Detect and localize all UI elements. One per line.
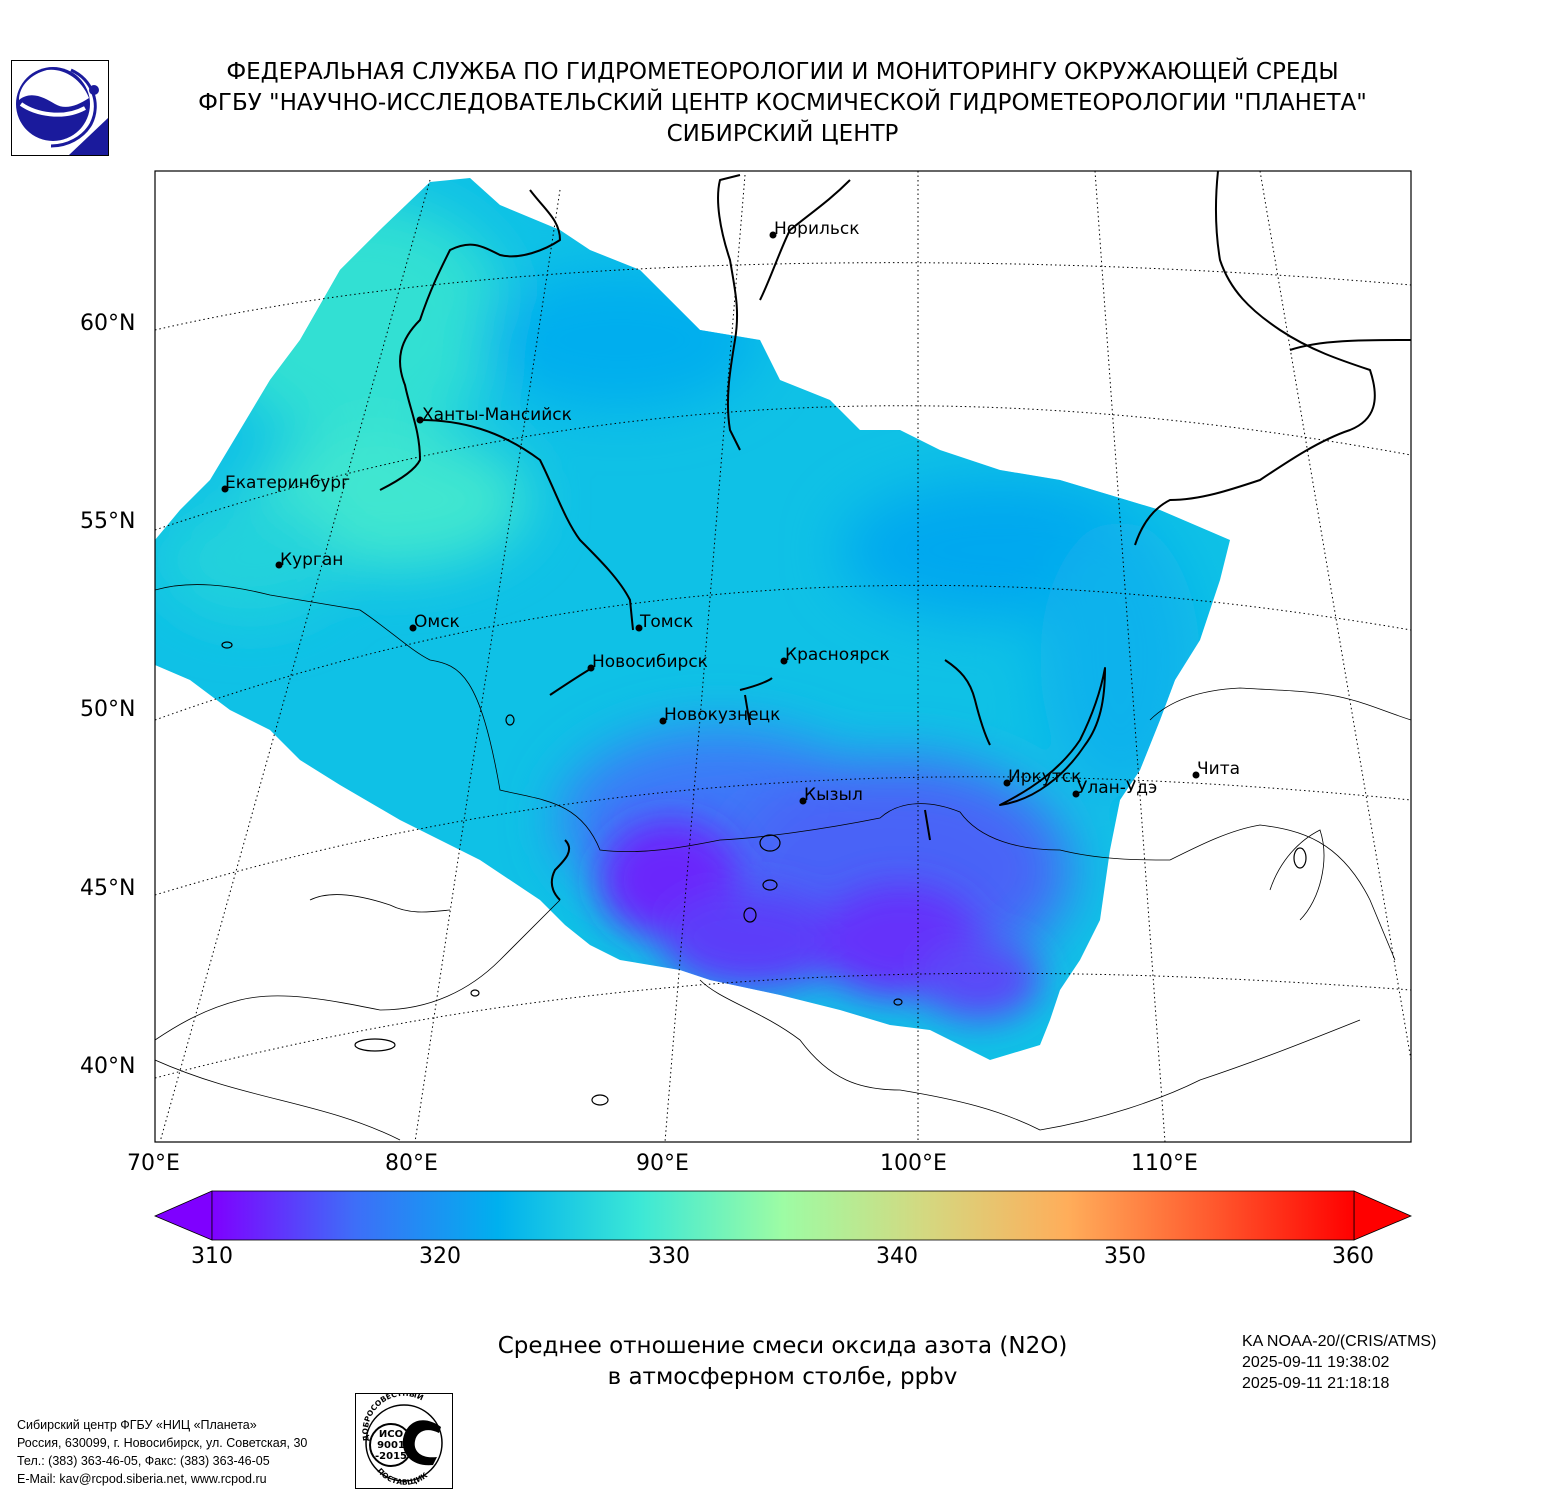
colorbar-tick-310: 310 [191,1244,233,1269]
borders [155,584,1411,1141]
header-line-3: СИБИРСКИЙ ЦЕНТР [666,121,899,147]
iso-line-1: ИСО [379,1429,403,1440]
city-markers: Норильск Ханты-Мансийск Екатеринбург Кур… [221,219,1240,805]
city-label-novokuznetsk: Новокузнецк [664,705,780,725]
city-ulan-ude: Улан-Удэ [1072,778,1157,798]
footer-phone: Тел.: (383) 363-46-05, Факс: (383) 363-4… [17,1454,270,1468]
lon-label-70: 70°E [127,1151,180,1176]
city-omsk: Омск [409,612,460,632]
satellite-time-end: 2025-09-11 21:18:18 [1242,1375,1390,1392]
city-label-kyzyl: Кызыл [804,785,863,805]
city-label-chita: Чита [1197,759,1240,779]
city-novosibirsk: Новосибирск [587,652,708,672]
lat-label-50: 50°N [80,697,136,722]
city-norilsk: Норильск [769,219,860,239]
city-irkutsk: Иркутск [1003,767,1081,787]
city-label-khanty-mansiysk: Ханты-Мансийск [422,405,572,425]
city-chita: Чита [1192,759,1240,779]
city-label-irkutsk: Иркутск [1008,767,1081,787]
city-label-krasnoyarsk: Красноярск [785,645,890,665]
lon-label-80: 80°E [385,1151,438,1176]
graticule [155,171,1411,1142]
satellite-name: KA NOAA-20/(CRIS/ATMS) [1242,1333,1437,1350]
map-title-line-1: Среднее отношение смеси оксида азота (N2… [497,1333,1068,1359]
colorbar-tick-360: 360 [1332,1244,1374,1269]
lon-label-100: 100°E [880,1151,947,1176]
colorbar-tick-330: 330 [648,1244,690,1269]
city-label-ekaterinburg: Екатеринбург [225,473,350,493]
lat-label-55: 55°N [80,509,136,534]
city-novokuznetsk: Новокузнецк [659,705,780,725]
lat-label-40: 40°N [80,1054,136,1079]
lon-label-90: 90°E [636,1151,689,1176]
lon-label-110: 110°E [1131,1151,1198,1176]
city-label-norilsk: Норильск [774,219,860,239]
map-title-line-2: в атмосферном столбе, ppbv [607,1364,958,1390]
header-line-1: ФЕДЕРАЛЬНАЯ СЛУЖБА ПО ГИДРОМЕТЕОРОЛОГИИ … [226,59,1339,85]
city-krasnoyarsk: Красноярск [780,645,890,665]
city-label-omsk: Омск [414,612,460,632]
iso-9001-badge: ДОБРОСОВЕСТНЫЙ ПОСТАВЩИК ИСО 9001 -2015 [355,1393,453,1489]
iso-line-3: -2015 [375,1451,407,1462]
city-tomsk: Томск [635,612,693,632]
colorbar-over-arrow [1353,1190,1413,1241]
plot-frame [154,170,1412,1143]
city-kurgan: Курган [275,550,343,570]
lat-label-45: 45°N [80,876,136,901]
colorbar-tick-350: 350 [1104,1244,1146,1269]
city-label-kurgan: Курган [280,550,343,570]
city-label-ulan-ude: Улан-Удэ [1077,778,1157,798]
footer-email: E-Mail: kav@rcpod.siberia.net, www.rcpod… [17,1472,267,1486]
planeta-logo-icon [11,60,109,156]
satellite-time-start: 2025-09-11 19:38:02 [1242,1354,1390,1371]
header-line-2: ФГБУ "НАУЧНО-ИССЛЕДОВАТЕЛЬСКИЙ ЦЕНТР КОС… [198,90,1367,116]
city-label-tomsk: Томск [639,612,693,632]
colorbar-under-arrow [153,1190,213,1241]
city-label-novosibirsk: Новосибирск [592,652,708,672]
lat-label-60: 60°N [80,311,136,336]
city-ekaterinburg: Екатеринбург [221,473,350,493]
colorbar-tick-320: 320 [419,1244,461,1269]
city-kyzyl: Кызыл [799,785,863,805]
footer-org: Сибирский центр ФГБУ «НИЦ «Планета» [17,1418,257,1432]
footer-address: Россия, 630099, г. Новосибирск, ул. Сове… [17,1436,308,1450]
colorbar-gradient [211,1190,1355,1241]
city-khanty-mansiysk: Ханты-Мансийск [416,405,572,425]
coastline-rivers [379,171,1411,901]
colorbar-tick-340: 340 [876,1244,918,1269]
iso-line-2: 9001 [377,1440,405,1451]
colorbar [153,1190,1413,1241]
lakes [221,641,1307,1106]
